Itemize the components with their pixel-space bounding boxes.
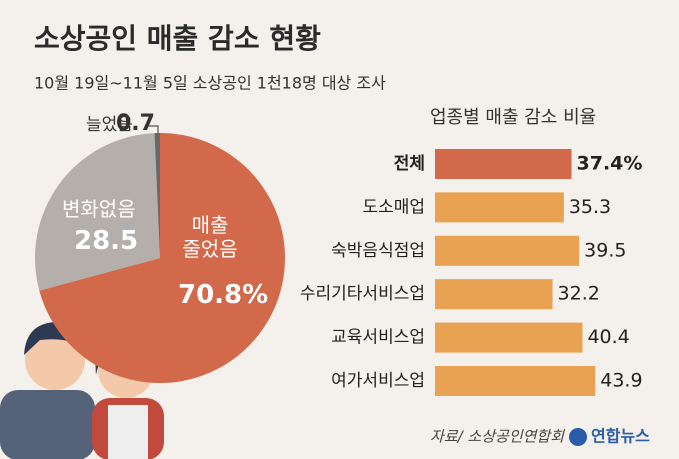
bar xyxy=(435,192,564,223)
category-label: 도소매업 xyxy=(362,197,425,217)
bar xyxy=(435,149,572,179)
pie-slice xyxy=(34,133,160,291)
value-label: 35.3 xyxy=(569,196,611,218)
pie-slice xyxy=(154,133,160,258)
category-label: 전체 xyxy=(394,154,425,174)
bar-chart-title: 업종별 매출 감소 비율 xyxy=(430,107,596,128)
title: 소상공인 매출 감소 현황 xyxy=(34,22,321,55)
category-label: 교육서비스업 xyxy=(331,328,425,348)
value-label: 37.4% xyxy=(577,153,643,175)
subtitle: 10월 19일~11월 5일 소상공인 1천18명 대상 조사 xyxy=(34,74,386,93)
logo-icon xyxy=(569,428,587,446)
logo: 연합뉴스 xyxy=(591,427,650,446)
leader-line xyxy=(148,125,159,134)
category-label: 수리기타서비스업 xyxy=(300,284,425,304)
slice-value: 28.5 xyxy=(74,226,139,256)
slice-label: 늘었음 xyxy=(86,115,133,135)
value-label: 32.2 xyxy=(558,283,600,305)
slice-value: 0.7 xyxy=(116,111,155,136)
slice-label: 매출 줄었음 xyxy=(182,213,238,261)
bar xyxy=(435,322,583,353)
pie-slice xyxy=(39,133,285,383)
source: 자료/ 소상공인연합회 xyxy=(430,428,565,446)
category-label: 숙박음식점업 xyxy=(331,241,425,261)
bar xyxy=(435,235,580,266)
slice-value: 70.8% xyxy=(178,280,269,310)
slice-label: 변화없음 xyxy=(62,197,136,221)
value-label: 39.5 xyxy=(584,239,626,261)
bar xyxy=(435,279,553,310)
value-label: 40.4 xyxy=(587,326,629,348)
bar xyxy=(435,366,596,396)
category-label: 여가서비스업 xyxy=(331,371,425,391)
value-label: 43.9 xyxy=(600,370,642,392)
